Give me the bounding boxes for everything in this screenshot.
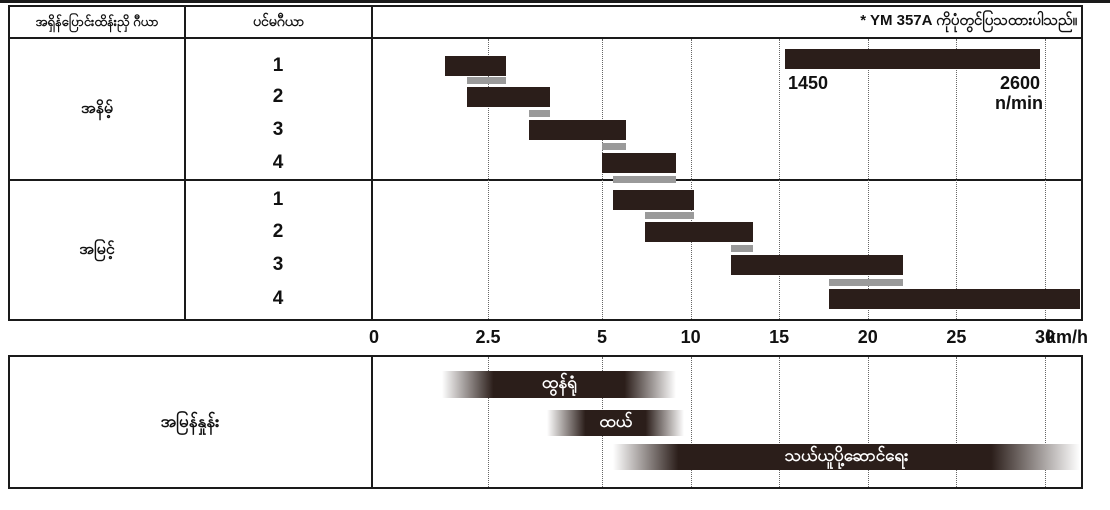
overlap-bar-1 [529, 110, 550, 117]
axis-tick-20: 20 [857, 326, 878, 347]
overlap-bar-5 [731, 245, 753, 252]
gear-bar-low-4 [602, 153, 677, 173]
table-col-divider-1 [184, 5, 186, 321]
gear-number-low-4: 4 [272, 152, 284, 173]
gridline-20 [868, 39, 869, 319]
axis-tick-25: 25 [946, 326, 967, 347]
gridline-2.5 [488, 39, 489, 319]
overlap-bar-0 [467, 77, 507, 84]
gridline-bottom-10 [691, 357, 692, 487]
work-band-3: သယ်ယူပို့ဆောင်ရေး [612, 444, 1081, 470]
gear-number-high-4: 4 [272, 288, 284, 309]
gear-bar-high-3 [731, 255, 904, 275]
table-range-divider [8, 179, 1083, 181]
axis-tick-15: 15 [769, 326, 790, 347]
overlap-bar-2 [602, 143, 626, 150]
gear-bar-low-1 [444, 56, 507, 76]
overlap-bar-4 [645, 212, 695, 219]
axis-tick-0: 0 [368, 326, 379, 347]
gear-number-high-1: 1 [272, 189, 284, 210]
low-range-label: အနိမ့် [80, 100, 114, 117]
axis-tick-5: 5 [596, 326, 607, 347]
speed-row-label: အမြန်နှုန်း [160, 412, 220, 432]
work-band-1: ထွန်ရုံ [442, 371, 677, 398]
gridline-30 [1045, 39, 1046, 319]
rpm-unit-label: n/min [995, 93, 1043, 113]
gear-number-low-2: 2 [272, 86, 284, 107]
work-band-col-divider [371, 355, 373, 489]
gridline-bottom-2.5 [488, 357, 489, 487]
gridline-10 [691, 39, 692, 319]
overlap-bar-3 [612, 176, 677, 183]
model-note: * YM 357A ကိုပုံတွင်ပြသထားပါသည်။ [860, 12, 1077, 29]
gear-bar-high-4 [828, 289, 1081, 309]
work-band-2: ထယ် [547, 410, 685, 436]
gear-number-high-3: 3 [272, 254, 284, 275]
rpm-legend-bar [785, 49, 1040, 69]
shift-gear-column-header: အရှိန်ပြောင်းထိန်းညှိ ဂီယာ [35, 13, 159, 29]
gridline-15 [779, 39, 780, 319]
rpm-min-label: 1450 [788, 73, 829, 93]
gear-number-low-3: 3 [272, 119, 284, 140]
gear-number-low-1: 1 [272, 55, 284, 76]
axis-tick-30: 30 [1034, 326, 1056, 347]
page-top-rule [0, 0, 1110, 3]
axis-unit-label: km/h [1046, 326, 1089, 347]
gear-bar-low-2 [467, 87, 550, 107]
work-band-frame [8, 355, 1083, 489]
gridline-25 [956, 39, 957, 319]
gridline-bottom-20 [868, 357, 869, 487]
rpm-max-label: 2600 [999, 73, 1040, 93]
main-gear-column-header: ပင်မဂီယာ [252, 13, 305, 30]
axis-tick-2.5: 2.5 [475, 326, 501, 347]
table-col-divider-2 [371, 5, 373, 321]
overlap-bar-6 [828, 279, 904, 286]
gear-bar-low-3 [529, 120, 626, 140]
axis-tick-10: 10 [680, 326, 701, 347]
gear-table-frame [8, 5, 1083, 321]
table-header-divider [8, 37, 1083, 39]
gridline-bottom-30 [1045, 357, 1046, 487]
gear-bar-high-2 [645, 222, 753, 242]
gridline-5 [602, 39, 603, 319]
gridline-bottom-15 [779, 357, 780, 487]
high-range-label: အမြင့် [79, 241, 115, 258]
gear-bar-high-1 [612, 190, 695, 210]
gear-number-high-2: 2 [272, 221, 284, 242]
gridline-bottom-25 [956, 357, 957, 487]
